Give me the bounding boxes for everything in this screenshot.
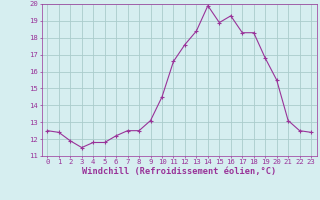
X-axis label: Windchill (Refroidissement éolien,°C): Windchill (Refroidissement éolien,°C) bbox=[82, 167, 276, 176]
